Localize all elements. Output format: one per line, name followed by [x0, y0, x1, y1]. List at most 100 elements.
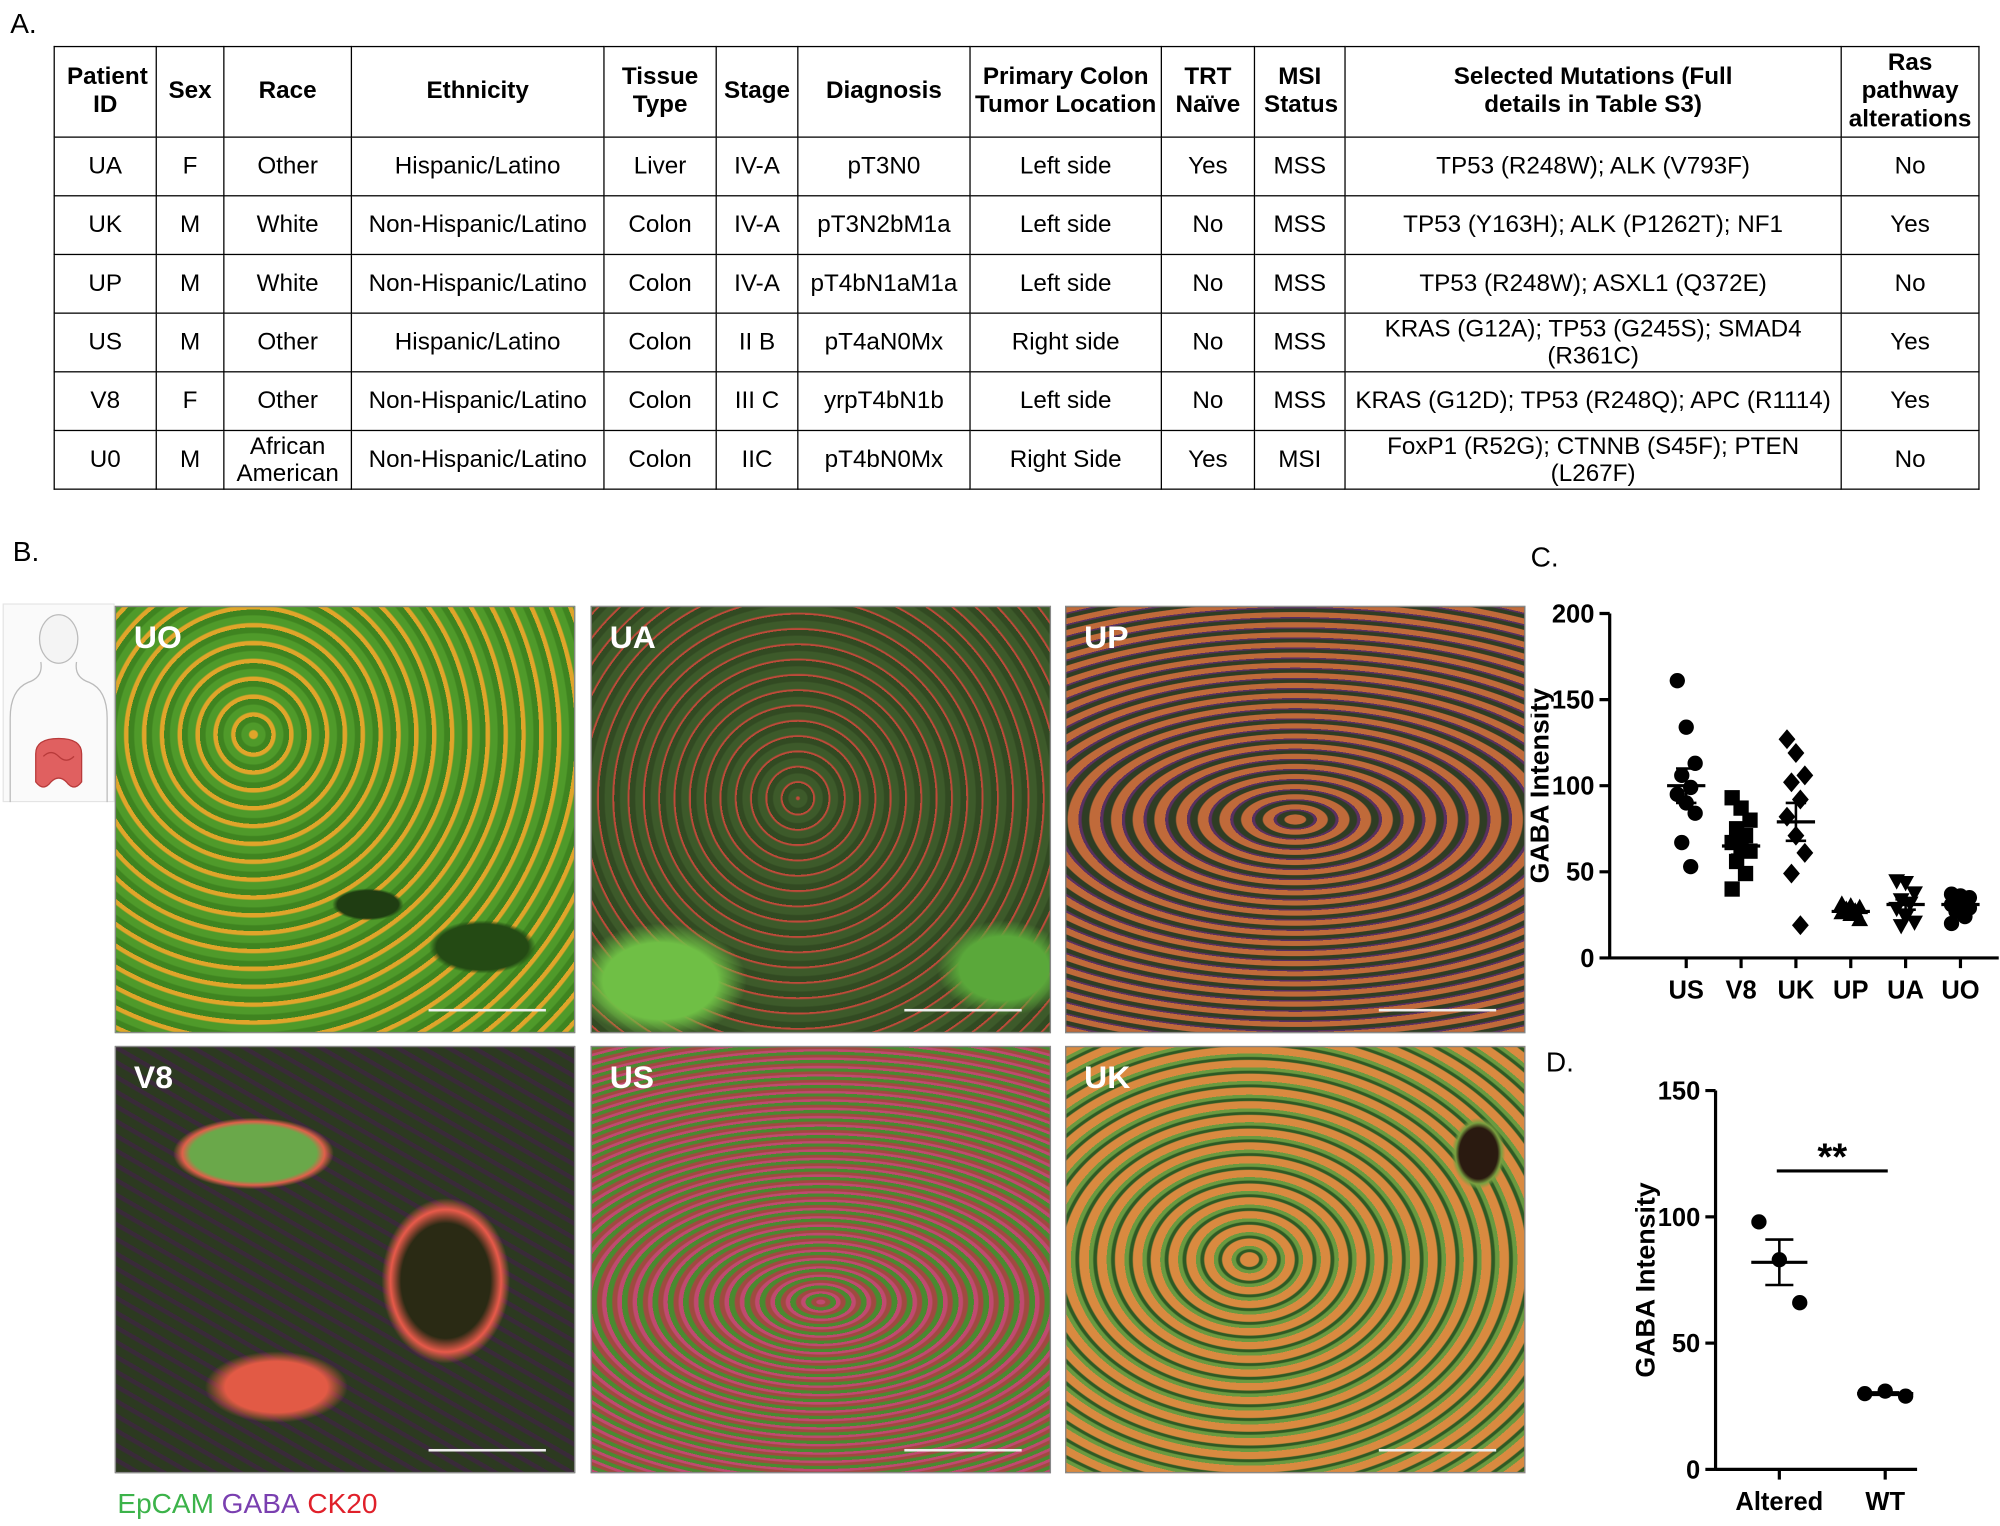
stain-legend: EpCAM GABA CK20 — [117, 1487, 385, 1520]
table-cell: UP — [53, 253, 157, 314]
data-point — [1783, 772, 1800, 793]
x-tick-label: UA — [1887, 977, 1924, 1005]
table-cell: II B — [715, 312, 799, 373]
table-cell: Yes — [1840, 312, 1980, 373]
table-cell: Right Side — [969, 429, 1162, 490]
data-point — [1851, 910, 1869, 927]
x-tick-label: UP — [1833, 977, 1868, 1005]
table-cell: F — [155, 136, 225, 197]
error-bar — [1840, 908, 1861, 915]
table-header-cell: Patient ID — [53, 45, 157, 138]
table-cell: III C — [715, 371, 799, 432]
micrograph-label: UO — [133, 619, 182, 656]
y-tick-label: 100 — [1552, 773, 1595, 801]
table-cell: U0 — [53, 429, 157, 490]
table-cell: pT4bN0Mx — [797, 429, 971, 490]
y-tick-label: 200 — [1552, 600, 1595, 628]
table-cell: Liver — [603, 136, 717, 197]
table-cell: No — [1160, 195, 1256, 256]
x-tick-label: Altered — [1735, 1488, 1823, 1516]
micrograph: US — [590, 1045, 1052, 1474]
table-cell: Other — [223, 371, 353, 432]
data-point — [1897, 910, 1915, 926]
stain-legend-entry: CK20 — [307, 1487, 378, 1520]
table-cell: Other — [223, 136, 353, 197]
error-bar — [1785, 801, 1807, 843]
y-tick-label: 0 — [1580, 945, 1594, 973]
header-text: Diagnosis — [826, 77, 942, 105]
table-cell: KRAS (G12D); TP53 (R248Q); APC (R1114) — [1344, 371, 1842, 432]
micrograph-label: UK — [1084, 1059, 1131, 1096]
table-cell: IV-A — [715, 253, 799, 314]
error-bar — [1730, 836, 1752, 856]
micrograph-label: V8 — [133, 1059, 173, 1096]
data-point — [1683, 858, 1699, 875]
table-cell: pT4bN1aM1a — [797, 253, 971, 314]
stain-legend-entry: EpCAM — [117, 1487, 215, 1520]
table-cell: Colon — [603, 371, 717, 432]
data-point — [1943, 915, 1960, 932]
header-text: Stage — [724, 77, 791, 105]
data-point — [1687, 805, 1703, 821]
header-text: Ethnicity — [426, 77, 529, 105]
data-point — [1906, 915, 1923, 931]
table-header-cell: Sex — [155, 45, 225, 138]
data-point — [1728, 853, 1745, 870]
table-cell: IIC — [715, 429, 799, 490]
table-cell: M — [155, 312, 225, 373]
table-cell: Yes — [1840, 371, 1980, 432]
error-bar — [1895, 898, 1916, 911]
stain-legend-entry: GABA — [221, 1487, 300, 1520]
table-cell: V8 — [53, 371, 157, 432]
table-cell: No — [1160, 312, 1256, 373]
data-point — [1674, 834, 1690, 851]
table-cell: M — [155, 429, 225, 490]
data-point — [1742, 812, 1758, 828]
table-cell: Left side — [969, 371, 1162, 432]
data-point — [1791, 789, 1809, 810]
table-cell: MSS — [1253, 195, 1346, 256]
table-cell: FoxP1 (R52G); CTNNB (S45F); PTEN (L267F) — [1344, 429, 1842, 490]
header-text: Sex — [168, 77, 212, 105]
table-cell: UA — [53, 136, 157, 197]
table-cell: MSS — [1253, 136, 1346, 197]
table-header-cell: MSI Status — [1253, 45, 1346, 138]
data-point — [1778, 729, 1796, 750]
table-cell: Hispanic/Latino — [350, 136, 605, 197]
table-cell: Non-Hispanic/Latino — [350, 195, 605, 256]
micrograph: V8 — [114, 1045, 576, 1474]
x-tick-label: UO — [1941, 977, 1979, 1005]
table-header-cell: Diagnosis — [797, 45, 971, 138]
body-icon — [2, 603, 115, 803]
micrograph-label: UP — [1084, 619, 1129, 656]
table-header-cell: Ethnicity — [350, 45, 605, 138]
table-cell: F — [155, 371, 225, 432]
table-cell: Colon — [603, 312, 717, 373]
table-cell: UK — [53, 195, 157, 256]
data-point — [1678, 719, 1694, 735]
table-cell: Yes — [1160, 429, 1256, 490]
table-cell: Colon — [603, 195, 717, 256]
header-text: Selected Mutations (Full details in Tabl… — [1453, 63, 1733, 119]
patient-table: Patient ID Sex Race Ethnicity Tissue Type Sta… — [53, 45, 1980, 490]
table-cell: IV-A — [715, 195, 799, 256]
data-point — [1796, 842, 1814, 863]
header-text: MSI Status — [1264, 63, 1339, 119]
header-text: TRT Naïve — [1175, 63, 1241, 119]
header-text: Patient ID — [66, 63, 148, 119]
data-point — [1787, 743, 1805, 763]
y-tick-label: 100 — [1658, 1204, 1701, 1232]
micrograph: UK — [1065, 1045, 1526, 1474]
table-cell: MSS — [1253, 253, 1346, 314]
panel-label: D. — [1545, 1045, 1574, 1078]
micrograph-label: US — [609, 1059, 654, 1096]
table-cell: Colon — [603, 429, 717, 490]
data-point — [1778, 806, 1796, 827]
table-cell: yrpT4bN1b — [797, 371, 971, 432]
y-axis-label: GABA Intensity — [1531, 688, 1555, 883]
table-cell: Hispanic/Latino — [350, 312, 605, 373]
data-point — [1751, 1214, 1767, 1230]
table-cell: KRAS (G12A); TP53 (G245S); SMAD4 (R361C) — [1344, 312, 1842, 373]
